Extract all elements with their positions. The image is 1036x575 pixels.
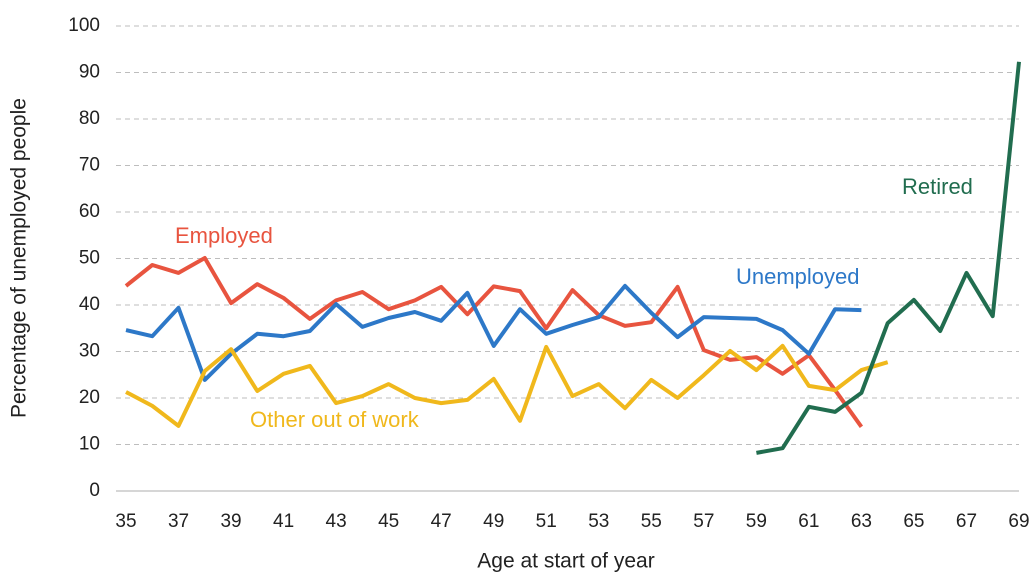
series-label: Unemployed (736, 264, 860, 289)
series-label: Other out of work (250, 407, 420, 432)
y-tick-label: 90 (79, 62, 100, 83)
y-tick-label: 0 (89, 480, 100, 501)
series-label: Employed (175, 223, 273, 248)
x-tick-label: 63 (851, 511, 872, 532)
x-tick-label: 55 (641, 511, 662, 532)
y-tick-label: 100 (68, 15, 100, 36)
x-tick-label: 47 (431, 511, 452, 532)
series-line (125, 283, 862, 382)
y-tick-label: 30 (79, 341, 100, 362)
series-line (756, 61, 1021, 455)
x-tick-label: 51 (536, 511, 557, 532)
x-axis-title: Age at start of year (477, 550, 654, 573)
x-tick-label: 41 (273, 511, 294, 532)
y-tick-label: 40 (79, 294, 100, 315)
x-tick-label: 43 (326, 511, 347, 532)
x-tick-label: 39 (220, 511, 241, 532)
x-tick-label: 57 (693, 511, 714, 532)
x-tick-label: 65 (903, 511, 924, 532)
y-tick-label: 80 (79, 108, 100, 129)
x-tick-label: 69 (1008, 511, 1029, 532)
series-line (125, 343, 889, 428)
y-axis-title: Percentage of unemployed people (8, 98, 31, 418)
y-tick-label: 70 (79, 155, 100, 176)
x-tick-label: 61 (798, 511, 819, 532)
y-tick-label: 60 (79, 201, 100, 222)
series-label: Retired (902, 174, 973, 199)
x-tick-label: 67 (956, 511, 977, 532)
x-tick-label: 35 (115, 511, 136, 532)
x-tick-label: 49 (483, 511, 504, 532)
x-tick-label: 53 (588, 511, 609, 532)
x-tick-label: 59 (746, 511, 767, 532)
y-tick-label: 10 (79, 434, 100, 455)
y-tick-label: 20 (79, 387, 100, 408)
x-tick-label: 37 (168, 511, 189, 532)
y-tick-label: 50 (79, 248, 100, 269)
x-tick-label: 45 (378, 511, 399, 532)
